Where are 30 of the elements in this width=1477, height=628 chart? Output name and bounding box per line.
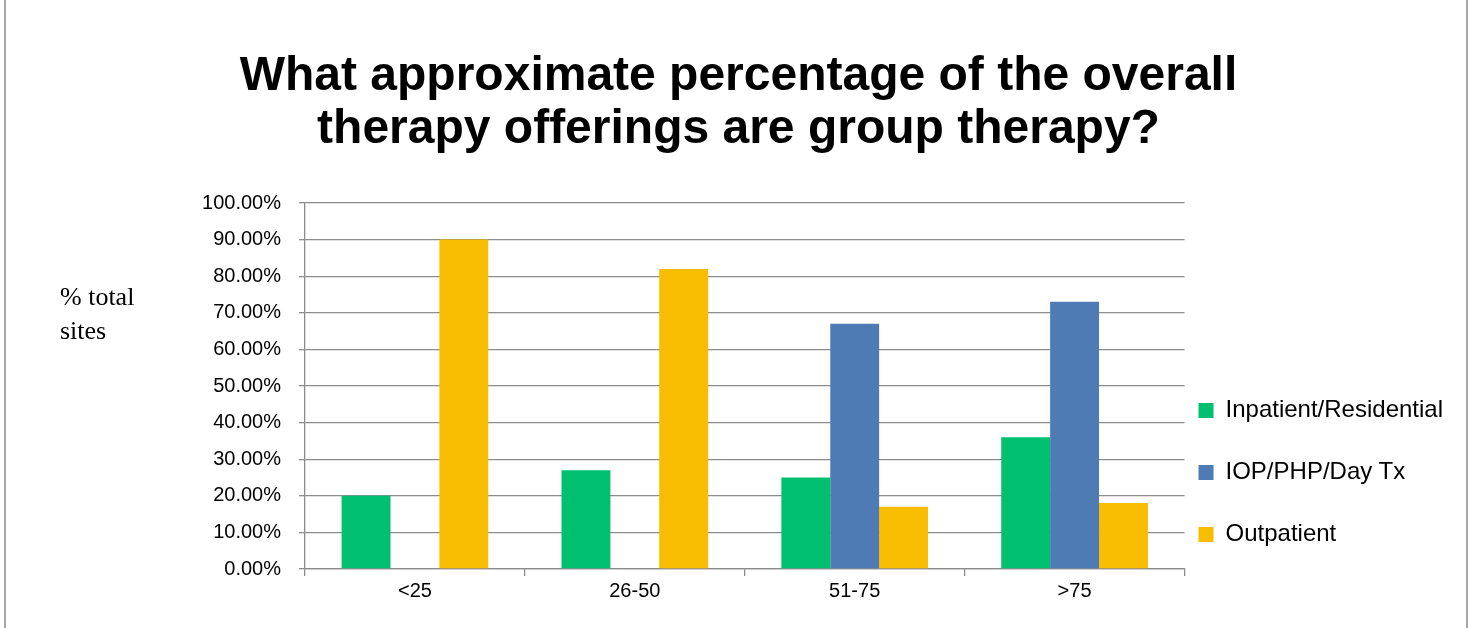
chart-title: What approximate percentage of the overall therapy offerings are group therapy? [238, 47, 1239, 153]
x-tick-label: <25 [397, 578, 432, 601]
bar [1050, 301, 1100, 569]
x-tick-label: 26-50 [609, 578, 661, 601]
legend-label: Inpatient/Residential [1225, 395, 1444, 422]
x-tick-label: >75 [1057, 578, 1092, 601]
bar [659, 268, 709, 569]
bar [439, 239, 489, 569]
y-axis-title: % total sites [60, 281, 136, 347]
bar [1099, 503, 1148, 569]
bar [879, 506, 929, 569]
x-tick-label: 51-75 [829, 578, 881, 601]
y-tick-label: 20.00% [213, 483, 282, 506]
legend-label: Outpatient [1225, 519, 1337, 546]
bar [781, 477, 831, 569]
y-tick-label: 10.00% [213, 519, 282, 542]
y-tick-label: 90.00% [213, 227, 282, 250]
bar [830, 323, 880, 569]
y-tick-label: 50.00% [213, 373, 282, 396]
bar [341, 495, 391, 569]
y-tick-label: 0.00% [224, 556, 282, 579]
y-tick-label: 70.00% [213, 300, 282, 323]
y-tick-label: 80.00% [213, 263, 282, 286]
bar [561, 470, 611, 569]
legend-label: IOP/PHP/Day Tx [1225, 457, 1406, 484]
y-tick-label: 60.00% [213, 336, 282, 359]
y-tick-label: 40.00% [213, 410, 282, 433]
y-tick-label: 30.00% [213, 446, 282, 469]
y-tick-label: 100.00% [202, 190, 282, 213]
bar [1001, 437, 1051, 569]
